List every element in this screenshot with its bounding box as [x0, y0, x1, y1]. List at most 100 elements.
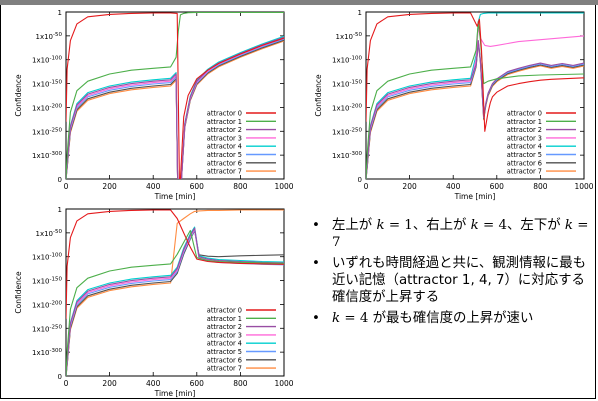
y-tick-label: 1 [58, 206, 62, 214]
legend-label: attractor 5 [207, 348, 242, 356]
x-tick-label: 800 [233, 182, 248, 191]
legend-label: attractor 2 [507, 126, 542, 134]
y-tick-label: 0 [58, 176, 62, 184]
x-tick-label: 400 [146, 379, 161, 388]
series-line [66, 39, 284, 179]
y-tick-label: 1x10-150 [32, 277, 62, 286]
x-axis-label: Time [min] [154, 192, 196, 201]
legend-label: attractor 7 [207, 168, 242, 176]
y-tick-label: 1x10-250 [332, 127, 362, 136]
series-group [66, 209, 284, 376]
y-axis-label: Confidence [14, 74, 23, 117]
x-tick-label: 400 [446, 182, 461, 191]
note-1-eq-a: = 1 [384, 218, 413, 233]
x-axis-label: Time [min] [154, 389, 196, 398]
chart-top-right: 1 1x10-50 1x10-100 1x10-150 1x10-200 1x10-250… [314, 9, 594, 201]
legend-label: attractor 6 [207, 159, 242, 167]
x-tick-label: 0 [64, 182, 69, 191]
legend-label: attractor 0 [507, 110, 542, 118]
note-3-k: k [332, 311, 341, 326]
note-1-k-c: k [564, 218, 573, 233]
x-tick-label: 600 [490, 182, 505, 191]
note-1-k-a: k [376, 218, 385, 233]
y-tick-label: 1x10-250 [32, 127, 62, 136]
x-tick-label: 1000 [274, 182, 293, 191]
series-line [66, 12, 284, 179]
legend-label: attractor 7 [207, 365, 242, 373]
note-1-text-a: 左上が [332, 218, 377, 233]
note-1-k-b: k [470, 218, 479, 233]
y-tick-label: 0 [358, 176, 362, 184]
series-line [366, 41, 584, 179]
y-tick-label: 1x10-50 [36, 32, 63, 41]
legend-label: attractor 0 [207, 110, 242, 118]
y-axis-label: Confidence [314, 74, 323, 117]
chart-bottom-left: 1 1x10-50 1x10-100 1x10-150 1x10-200 1x10-250… [14, 206, 294, 398]
legend-label: attractor 1 [207, 315, 242, 323]
y-tick-label: 1x10-50 [336, 32, 363, 41]
y-tick-label: 1x10-50 [36, 229, 63, 238]
x-tick-label: 400 [146, 182, 161, 191]
x-tick-label: 600 [190, 379, 205, 388]
x-tick-label: 0 [364, 182, 369, 191]
note-1-text-b: 、右上が [412, 218, 471, 233]
series-line [66, 40, 284, 179]
y-tick-label: 1x10-150 [32, 80, 62, 89]
y-tick-label: 1 [358, 9, 362, 17]
legend-label: attractor 4 [207, 143, 242, 151]
x-tick-label: 1000 [274, 379, 293, 388]
legend-label: attractor 3 [507, 134, 542, 142]
y-tick-label: 1x10-200 [332, 103, 362, 112]
y-tick-label: 1x10-300 [332, 151, 362, 160]
legend-label: attractor 4 [207, 340, 242, 348]
series-line [66, 12, 284, 179]
y-tick-label: 1x10-200 [32, 103, 62, 112]
note-3-text: が最も確信度の上昇が速い [368, 311, 534, 326]
note-1-eq-b: = 4 [478, 218, 508, 233]
legend-label: attractor 5 [507, 151, 542, 159]
x-tick-label: 800 [533, 182, 548, 191]
note-1-eq-c: = 7 [332, 218, 589, 250]
y-tick-label: 1x10-300 [32, 348, 62, 357]
x-tick-label: 0 [64, 379, 69, 388]
legend-label: attractor 4 [507, 143, 542, 151]
series-line [66, 37, 284, 179]
x-axis-label: Time [min] [454, 192, 496, 201]
y-tick-label: 1x10-100 [32, 56, 62, 65]
legend-label: attractor 2 [207, 323, 242, 331]
legend-label: attractor 2 [207, 126, 242, 134]
x-tick-label: 200 [102, 182, 117, 191]
y-tick-label: 1x10-150 [332, 80, 362, 89]
legend-label: attractor 5 [207, 151, 242, 159]
legend-label: attractor 3 [207, 331, 242, 339]
notes-list: 左上が k = 1、右上が k = 4、左下が k = 7 いずれも時間経過と共… [306, 217, 598, 331]
legend-label: attractor 3 [207, 134, 242, 142]
y-tick-label: 1x10-200 [32, 300, 62, 309]
note-2: いずれも時間経過と共に、観測情報に最も近い記憶（attractor 1, 4, … [306, 255, 598, 306]
legend-label: attractor 6 [207, 356, 242, 364]
series-group [366, 12, 584, 179]
y-tick-label: 1x10-100 [32, 253, 62, 262]
series-line [66, 35, 284, 179]
series-line [66, 38, 284, 179]
series-line [66, 227, 284, 376]
y-axis-label: Confidence [14, 271, 23, 314]
series-line [366, 20, 584, 179]
x-tick-label: 600 [190, 182, 205, 191]
note-3: k = 4 が最も確信度の上昇が速い [306, 310, 598, 327]
legend-label: attractor 6 [507, 159, 542, 167]
y-tick-label: 1x10-300 [32, 151, 62, 160]
y-tick-label: 1 [58, 9, 62, 17]
note-1-text-c: 、左下が [507, 218, 565, 233]
legend-label: attractor 1 [507, 118, 542, 126]
series-line [366, 41, 584, 179]
series-line [66, 209, 284, 319]
legend-label: attractor 7 [507, 168, 542, 176]
note-1: 左上が k = 1、右上が k = 4、左下が k = 7 [306, 217, 598, 251]
x-tick-label: 800 [233, 379, 248, 388]
x-tick-label: 200 [102, 379, 117, 388]
series-line [366, 12, 584, 132]
series-line [66, 229, 284, 376]
series-group [66, 12, 284, 179]
top-bar [0, 0, 598, 5]
